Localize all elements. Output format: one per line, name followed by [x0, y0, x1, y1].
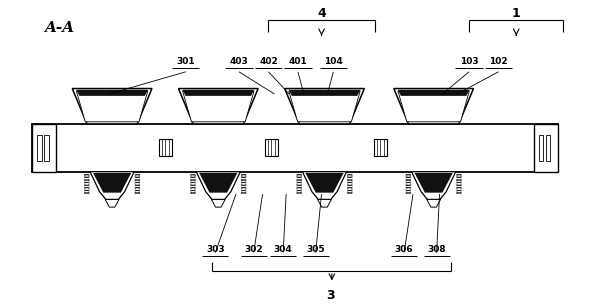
Text: 102: 102 — [489, 57, 508, 66]
Bar — [265, 139, 278, 156]
Polygon shape — [398, 91, 469, 122]
Text: 306: 306 — [395, 245, 414, 254]
Text: 1: 1 — [512, 7, 520, 20]
Text: 302: 302 — [244, 245, 263, 254]
Polygon shape — [398, 90, 469, 95]
Text: 4: 4 — [317, 7, 326, 20]
Polygon shape — [77, 90, 148, 95]
Polygon shape — [289, 90, 360, 95]
Polygon shape — [183, 91, 254, 122]
Text: 103: 103 — [460, 57, 478, 66]
Polygon shape — [183, 90, 254, 95]
Text: 303: 303 — [206, 245, 225, 254]
Polygon shape — [289, 91, 360, 122]
Polygon shape — [303, 172, 346, 200]
Text: 403: 403 — [230, 57, 248, 66]
Text: 3: 3 — [326, 289, 335, 302]
Text: 304: 304 — [274, 245, 293, 254]
Bar — [37, 135, 42, 161]
Text: 305: 305 — [306, 245, 325, 254]
Polygon shape — [284, 88, 365, 124]
Text: 308: 308 — [427, 245, 446, 254]
Polygon shape — [427, 200, 441, 207]
Bar — [539, 135, 543, 161]
Polygon shape — [178, 88, 258, 124]
Bar — [374, 139, 387, 156]
Bar — [32, 124, 56, 172]
Polygon shape — [306, 173, 343, 193]
Polygon shape — [90, 172, 134, 200]
Text: 402: 402 — [259, 57, 278, 66]
Polygon shape — [199, 173, 237, 193]
Bar — [546, 135, 550, 161]
Polygon shape — [394, 88, 473, 124]
Bar — [44, 135, 49, 161]
Polygon shape — [77, 91, 148, 122]
Bar — [159, 139, 172, 156]
Text: 104: 104 — [324, 57, 343, 66]
Text: 301: 301 — [176, 57, 195, 66]
Text: 401: 401 — [289, 57, 307, 66]
Polygon shape — [105, 200, 119, 207]
Bar — [534, 124, 558, 172]
Text: A-A: A-A — [44, 21, 74, 35]
Polygon shape — [412, 172, 455, 200]
Polygon shape — [211, 200, 225, 207]
Bar — [32, 124, 558, 172]
Polygon shape — [73, 88, 152, 124]
Polygon shape — [317, 200, 332, 207]
Polygon shape — [93, 173, 131, 193]
Polygon shape — [415, 173, 453, 193]
Polygon shape — [196, 172, 240, 200]
